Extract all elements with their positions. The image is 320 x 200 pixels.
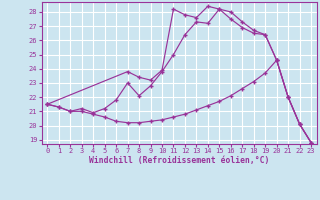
X-axis label: Windchill (Refroidissement éolien,°C): Windchill (Refroidissement éolien,°C)	[89, 156, 269, 165]
